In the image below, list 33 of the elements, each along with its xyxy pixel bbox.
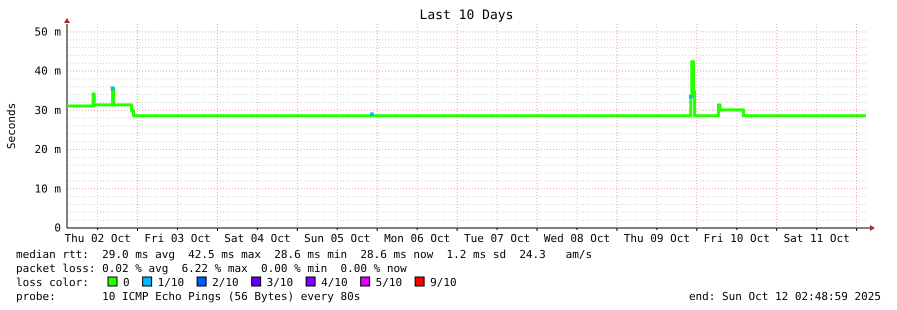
y-tick-label: 20 m [34, 143, 62, 156]
text: end: Sun Oct 12 02:48:59 2025 [688, 290, 881, 303]
legend-label: 3/10 [266, 276, 294, 289]
legend-title: loss color: [16, 276, 89, 289]
legend-label: 9/10 [430, 276, 457, 289]
chart-title: Last 10 Days [420, 8, 514, 23]
x-tick-label: Mon 06 Oct [384, 232, 450, 245]
legend-label: 4/10 [321, 276, 348, 289]
x-tick-label: Fri 03 Oct [144, 232, 211, 245]
x-tick-label: Sat 04 Oct [224, 232, 290, 245]
y-tick-label: 30 m [34, 104, 62, 117]
x-tick-label: Sat 11 Oct [784, 232, 850, 245]
y-tick-label: 40 m [34, 64, 62, 78]
legend-label: 0 [123, 276, 130, 289]
text: probe: 10 ICMP Echo Pings (56 Bytes) every 80s [16, 290, 360, 303]
legend-label: 1/10 [158, 276, 184, 289]
y-tick-label: 10 m [34, 182, 62, 196]
text: packet loss: 0.02 % avg 6.22 % max 0.00 % min 0.00 % now [16, 262, 408, 275]
legend-label: 2/10 [212, 276, 239, 289]
x-tick-label: Thu 09 Oct [624, 232, 690, 245]
y-tick-label: 50 m [34, 25, 62, 38]
legend-label: 5/10 [376, 276, 402, 289]
x-tick-label: Fri 10 Oct [704, 232, 770, 245]
y-tick-label: 0 [54, 222, 61, 235]
x-tick-label: Thu 02 Oct [64, 232, 131, 245]
text: median rtt: 29.0 ms avg 42.5 ms max 28.6 ms min 28.6 ms now 1.2 ms sd 24.3 am/s [16, 248, 592, 261]
point [688, 94, 693, 98]
x-tick-label: Wed 08 Oct [544, 232, 610, 245]
x-tick-label: Sun 05 Oct [304, 232, 370, 245]
x-tick-label: Tue 07 Oct [464, 232, 530, 245]
point [110, 86, 114, 90]
y-axis-title: Seconds [5, 102, 18, 150]
point [370, 112, 374, 116]
